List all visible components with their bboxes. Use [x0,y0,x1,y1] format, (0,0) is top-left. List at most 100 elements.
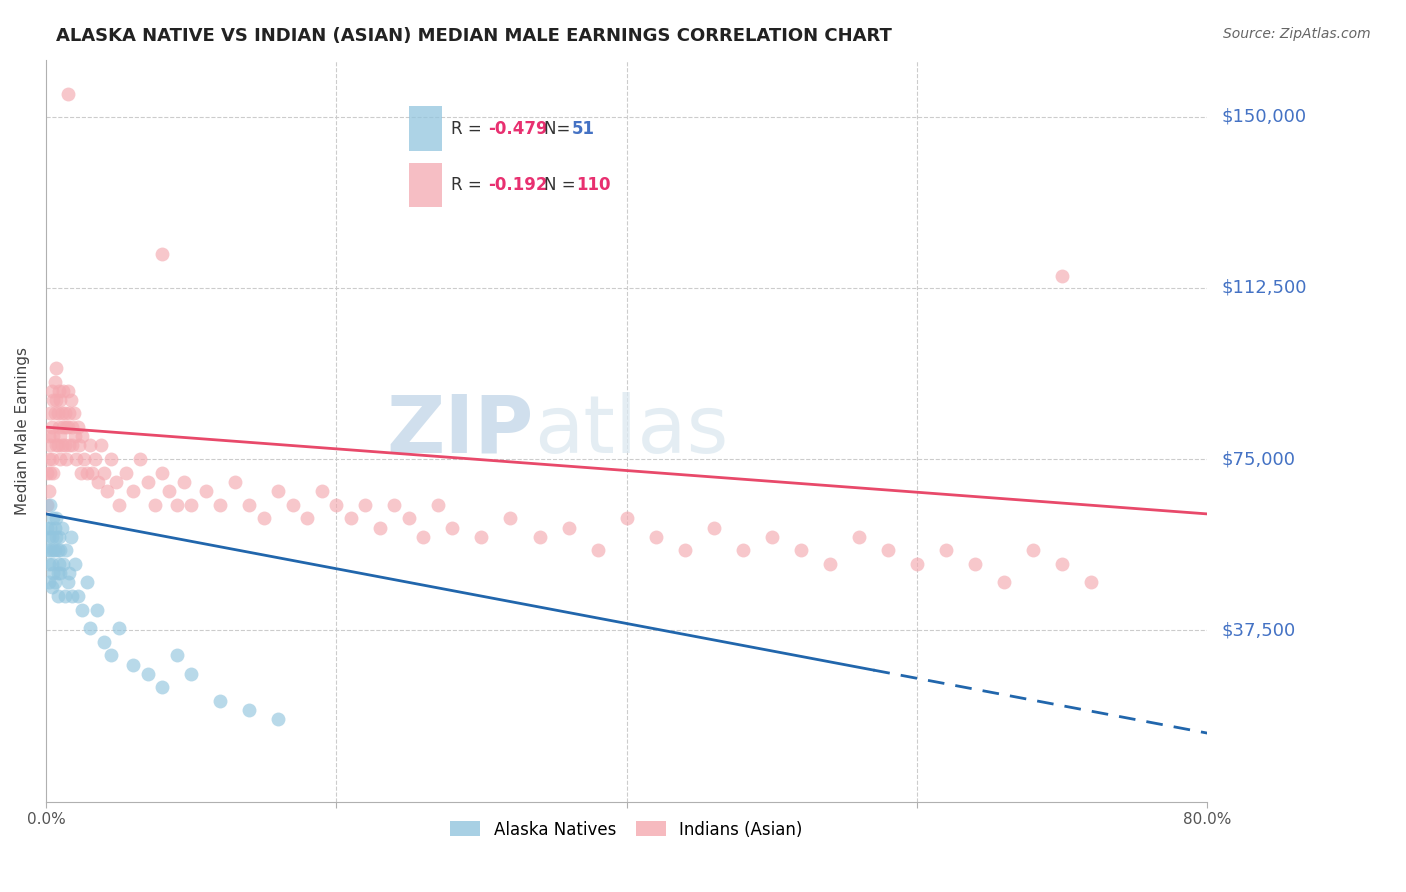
Point [72,429,94,443]
Point [56,575,79,590]
Point [41,384,63,398]
Point [67,438,90,452]
Point [38,575,60,590]
Point [93,634,115,648]
Point [267,712,290,726]
Point [51,520,73,534]
Point [56,420,79,434]
Point [39,438,62,452]
Point [48,420,70,434]
Point [616,511,638,525]
Legend: Alaska Natives, Indians (Asian): Alaska Natives, Indians (Asian) [444,814,810,846]
Point [224,475,246,489]
Point [55,452,77,467]
Point [39,466,62,480]
Point [180,666,202,681]
Point [44,575,66,590]
Point [58,566,80,581]
Point [41,530,63,544]
Point [104,475,127,489]
Point [53,438,76,452]
Point [1022,543,1045,558]
Point [44,520,66,534]
Point [731,543,754,558]
Point [44,375,66,389]
Point [441,520,464,534]
Point [41,452,63,467]
Point [1050,269,1073,284]
Point [48,530,70,544]
Point [42,392,65,407]
Text: ZIP: ZIP [387,392,534,469]
Point [238,703,260,717]
Point [46,543,69,558]
Point [39,543,62,558]
Point [52,384,75,398]
Point [49,543,72,558]
Point [56,384,79,398]
Point [122,657,145,672]
Point [114,466,136,480]
Point [76,575,98,590]
Point [166,648,188,663]
Point [45,438,67,452]
Point [818,557,841,571]
Point [73,452,96,467]
Point [39,498,62,512]
Point [42,429,65,443]
Point [157,484,180,499]
Point [586,543,609,558]
Point [52,420,75,434]
Point [45,392,67,407]
Point [96,484,118,499]
Point [993,575,1015,590]
Point [1050,557,1073,571]
Point [90,438,112,452]
Text: $75,000: $75,000 [1222,450,1295,468]
Point [703,520,725,534]
Point [166,498,188,512]
Point [100,452,122,467]
Point [42,566,65,581]
Point [39,407,62,421]
Point [45,530,67,544]
Point [86,603,108,617]
Point [46,589,69,603]
Point [281,498,304,512]
Point [470,530,492,544]
Point [905,557,928,571]
Point [37,543,59,558]
Point [66,589,89,603]
Point [963,557,986,571]
Point [66,420,89,434]
Point [79,438,101,452]
Point [38,452,60,467]
Point [53,407,76,421]
Point [46,407,69,421]
Point [340,511,363,525]
Point [1080,575,1102,590]
Point [62,407,84,421]
Y-axis label: Median Male Earnings: Median Male Earnings [15,347,30,515]
Point [499,511,522,525]
Point [297,511,319,525]
Point [63,429,86,443]
Point [44,543,66,558]
Point [761,530,783,544]
Point [44,407,66,421]
Point [100,648,122,663]
Point [53,589,76,603]
Point [46,438,69,452]
Point [63,557,86,571]
Point [143,498,166,512]
Point [136,475,159,489]
Point [354,498,377,512]
Point [72,603,94,617]
Point [93,466,115,480]
Text: atlas: atlas [534,392,728,469]
Point [56,87,79,101]
Text: $150,000: $150,000 [1222,108,1306,126]
Point [45,360,67,375]
Point [238,498,260,512]
Point [65,452,87,467]
